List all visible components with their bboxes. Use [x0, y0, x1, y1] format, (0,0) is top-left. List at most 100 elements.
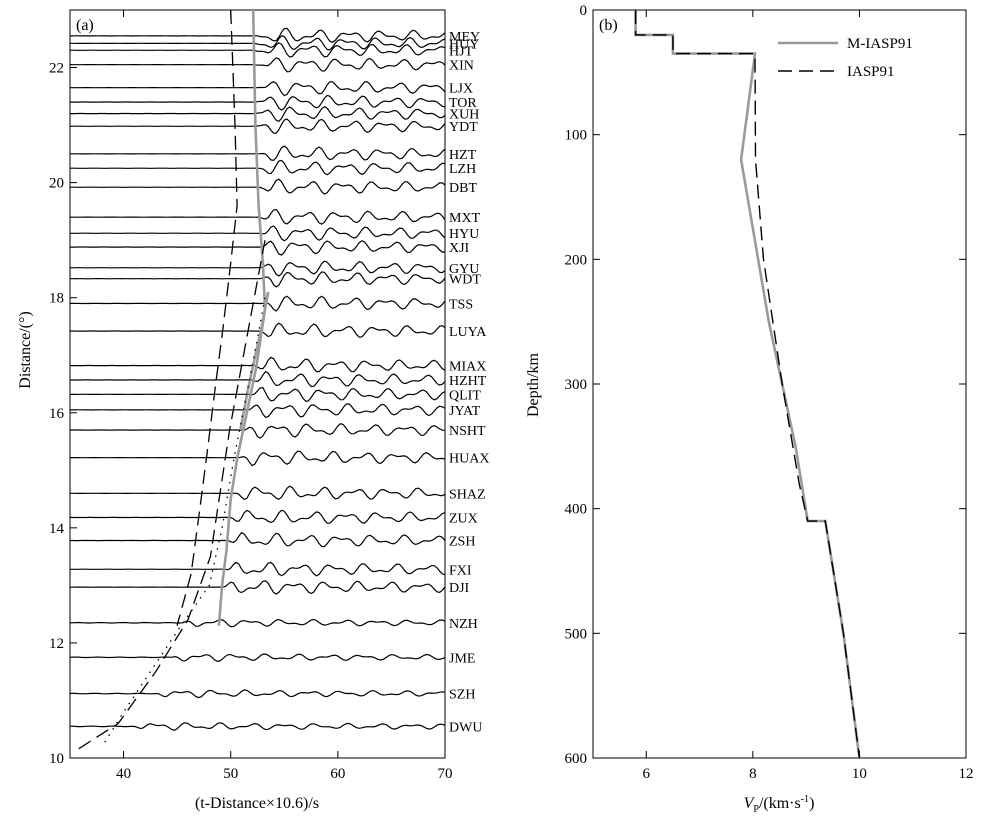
waveform-trace-hyu [70, 225, 445, 242]
y-tick-label: 600 [565, 751, 588, 767]
panel-b-x-ticks: 6 8 10 12 [643, 10, 974, 782]
station-label-xin: XIN [449, 59, 474, 74]
station-label-luya: LUYA [449, 325, 487, 340]
x-tick-label: 8 [749, 766, 757, 782]
station-label-nzh: NZH [449, 617, 478, 632]
travel-time-curve-1 [217, 10, 267, 626]
legend-label-m-iasp91: M-IASP91 [847, 36, 913, 52]
waveform-trace-gyu [70, 260, 445, 277]
panel-a-y-ticks: 10 12 14 16 18 20 22 [49, 61, 77, 767]
y-tick-label: 20 [49, 176, 64, 192]
waveform-trace-szh [70, 689, 445, 699]
waveform-trace-jme [70, 653, 445, 663]
station-label-hzt: HZT [449, 148, 477, 163]
y-tick-label: 10 [49, 751, 64, 767]
waveform-trace-xuh [70, 106, 445, 122]
station-label-lzh: LZH [449, 162, 476, 177]
waveform-trace-nsht [70, 423, 445, 439]
panel-a-x-ticks: 40 50 60 70 [116, 10, 453, 782]
waveform-trace-shaz [70, 485, 445, 500]
station-label-hzht: HZHT [449, 374, 487, 389]
x-tick-label: 6 [643, 766, 651, 782]
station-label-mey: MEY [449, 30, 480, 45]
waveform-trace-ljx [70, 81, 445, 97]
waveform-trace-zsh [70, 531, 445, 548]
station-label-szh: SZH [449, 688, 475, 703]
station-label-xuh: XUH [449, 108, 479, 123]
panel-a-travel-time-curves [72, 10, 270, 753]
panel-a-frame [69, 9, 446, 759]
panel-b-legend: M-IASP91 IASP91 [778, 36, 913, 80]
waveform-trace-wdt [70, 271, 445, 288]
travel-time-curve-5 [101, 297, 266, 747]
y-tick-label: 14 [49, 521, 65, 537]
y-tick-label: 18 [49, 291, 64, 307]
panel-b-label: (b) [599, 17, 618, 34]
panel-a-label: (a) [76, 17, 94, 34]
legend-label-iasp91: IASP91 [847, 64, 895, 80]
station-label-huy: HUY [449, 37, 479, 52]
waveform-trace-xji [70, 240, 445, 256]
y-tick-label: 500 [565, 626, 588, 642]
velocity-series-m-iasp91 [634, 10, 861, 758]
x-tick-label: 12 [959, 766, 974, 782]
y-tick-label: 22 [49, 61, 64, 77]
y-tick-label: 300 [565, 377, 588, 393]
waveform-trace-dwu [70, 722, 445, 731]
station-label-zsh: ZSH [449, 535, 475, 550]
panel-a-x-axis-title: (t-Distance×10.6)/s [195, 795, 319, 812]
travel-time-curve-3 [176, 10, 238, 626]
panel-a-traces [70, 27, 445, 731]
x-tick-label: 50 [223, 766, 238, 782]
panel-b-y-axis-title: Depth/km [525, 352, 542, 417]
station-label-dwu: DWU [449, 720, 482, 735]
station-label-ydt: YDT [449, 120, 478, 135]
waveform-trace-nzh [70, 618, 445, 628]
station-label-gyu: GYU [449, 262, 479, 277]
waveform-trace-qlit [70, 387, 445, 402]
waveform-trace-jyat [70, 403, 445, 418]
waveform-trace-fxi [70, 561, 445, 577]
y-tick-label: 12 [49, 636, 64, 652]
x-tick-label: 70 [438, 766, 453, 782]
x-tick-label: 40 [116, 766, 131, 782]
y-tick-label: 400 [565, 502, 588, 518]
station-label-dji: DJI [449, 581, 470, 596]
y-tick-label: 16 [49, 406, 65, 422]
station-label-nsht: NSHT [449, 424, 486, 439]
station-label-hyu: HYU [449, 227, 479, 242]
station-label-ljx: LJX [449, 82, 473, 97]
waveform-trace-huy [70, 35, 445, 51]
y-tick-label: 0 [580, 3, 588, 19]
waveform-trace-huax [70, 450, 445, 467]
travel-time-curve-2 [239, 291, 270, 431]
waveform-trace-dji [70, 580, 445, 595]
waveform-trace-mxt [70, 208, 445, 225]
waveform-trace-ydt [70, 118, 445, 134]
station-label-fxi: FXI [449, 563, 472, 578]
waveform-trace-hzht [70, 370, 445, 388]
station-label-dbt: DBT [449, 181, 477, 196]
velocity-series-iasp91 [634, 10, 861, 758]
station-label-huax: HUAX [449, 452, 489, 467]
waveform-trace-zux [70, 509, 445, 524]
station-label-xji: XJI [449, 241, 470, 256]
station-label-jyat: JYAT [449, 404, 481, 419]
station-label-tss: TSS [449, 297, 473, 312]
panel-b-series [634, 10, 861, 758]
station-label-jme: JME [449, 651, 475, 666]
station-label-qlit: QLIT [449, 388, 481, 403]
station-label-tor: TOR [449, 96, 477, 111]
station-label-wdt: WDT [449, 273, 481, 288]
x-tick-label: 10 [852, 766, 867, 782]
station-label-miax: MIAX [449, 360, 486, 375]
panel-b-y-ticks: 0 100 200 300 400 500 600 [565, 3, 966, 767]
station-label-shaz: SHAZ [449, 487, 486, 502]
waveform-trace-hjt [70, 42, 445, 58]
panel-b-x-axis-title: VP/(km·s-1) [744, 794, 815, 815]
waveform-trace-mey [70, 27, 445, 43]
x-tick-label: 60 [330, 766, 345, 782]
y-tick-label: 200 [565, 252, 588, 268]
